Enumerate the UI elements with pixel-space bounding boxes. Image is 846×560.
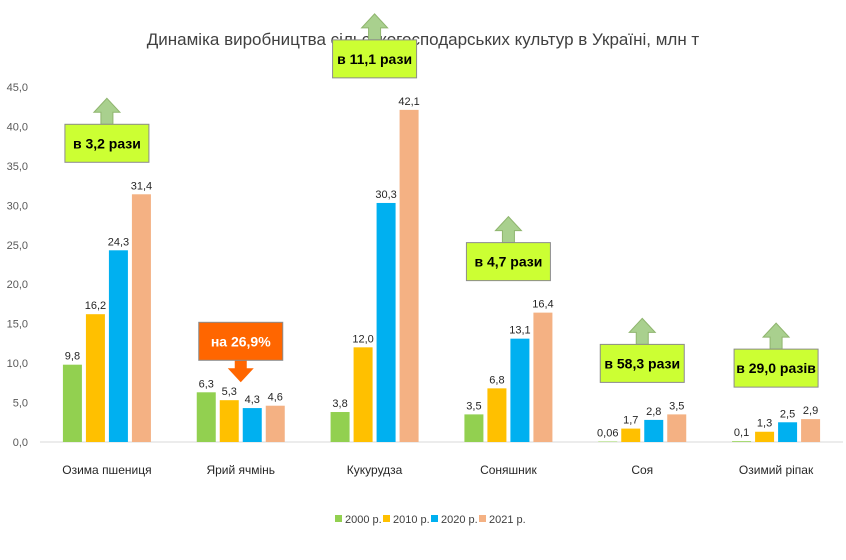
y-tick-label: 0,0 [13,437,28,449]
data-label: 2,5 [780,408,795,420]
x-tick-label: Озима пшениця [62,463,151,477]
data-label: 3,5 [466,400,481,412]
bar [376,202,396,442]
data-label: 1,3 [757,418,772,430]
legend-label: 2020 р. [441,514,478,526]
data-label: 2,9 [803,405,818,417]
y-tick-label: 25,0 [7,240,28,252]
annotation-box [64,123,150,163]
bar [219,400,239,442]
up-arrow-icon [360,13,389,41]
bar [464,414,484,442]
legend-label: 2010 р. [393,514,430,526]
annotation-box [332,39,418,79]
data-label: 6,3 [199,378,214,390]
legend-swatch [335,515,342,522]
bar [85,314,105,442]
data-label: 0,06 [597,428,618,440]
legend-label: 2000 р. [345,514,382,526]
bar [533,312,553,442]
data-label: 16,2 [85,300,106,312]
bar [108,250,128,442]
data-label: 4,3 [245,394,260,406]
annotation-box [599,343,685,383]
legend-swatch [431,515,438,522]
annotation-label: в 3,2 рази [73,135,141,151]
data-label: 6,8 [489,374,504,386]
bar [801,419,821,442]
annotation-label: в 58,3 рази [604,355,680,371]
bar [621,428,641,442]
annotation-label: в 29,0 разів [736,360,816,376]
annotation-box [465,242,551,282]
data-label: 16,4 [532,299,553,311]
x-tick-label: Озимий ріпак [739,463,814,477]
y-tick-label: 20,0 [7,279,28,291]
y-tick-label: 15,0 [7,319,28,331]
data-label: 5,3 [222,386,237,398]
data-label: 12,0 [352,333,373,345]
data-label: 3,5 [669,400,684,412]
data-label: 0,1 [734,427,749,439]
x-tick-label: Соняшник [480,463,537,477]
annotation-box [198,321,284,361]
legend-swatch [383,515,390,522]
down-arrow-icon [227,360,254,383]
bar [265,405,285,442]
bar [330,412,350,442]
bar [399,109,419,442]
bar [353,347,373,442]
up-arrow-icon [92,97,122,125]
up-arrow-icon [628,317,657,345]
bar [755,431,775,442]
bar [732,441,752,442]
up-arrow-icon [761,322,791,350]
bar [196,392,216,442]
x-tick-label: Соя [631,463,653,477]
data-label: 42,1 [398,96,419,108]
bar [778,422,798,442]
annotation-label: на 26,9% [211,333,271,349]
bar [242,408,262,442]
data-label: 30,3 [375,189,396,201]
y-tick-label: 40,0 [7,121,28,133]
data-label: 24,3 [108,236,129,248]
annotation-box [733,348,819,388]
y-tick-label: 10,0 [7,358,28,370]
y-tick-label: 30,0 [7,200,28,212]
annotation-label: в 11,1 рази [337,51,412,67]
bar [62,364,82,442]
data-label: 4,6 [268,392,283,404]
bar [667,414,687,442]
data-label: 31,4 [131,180,152,192]
bar [644,419,664,442]
data-label: 13,1 [509,325,530,337]
bar [487,388,507,442]
legend-swatch [479,515,486,522]
annotation-label: в 4,7 рази [474,254,542,270]
x-tick-label: Кукурудза [347,463,403,477]
data-label: 2,8 [646,406,661,418]
chart-title: Динаміка виробництва сільськогосподарськ… [146,30,700,49]
bar [510,338,530,442]
data-label: 1,7 [623,415,638,427]
data-label: 9,8 [65,351,80,363]
x-tick-label: Ярий ячмінь [206,463,275,477]
legend-label: 2021 р. [489,514,526,526]
up-arrow-icon [494,215,523,244]
data-label: 3,8 [332,398,347,410]
y-tick-label: 45,0 [7,82,28,94]
y-tick-label: 5,0 [13,398,28,410]
y-tick-label: 35,0 [7,161,28,173]
bar [131,194,151,442]
